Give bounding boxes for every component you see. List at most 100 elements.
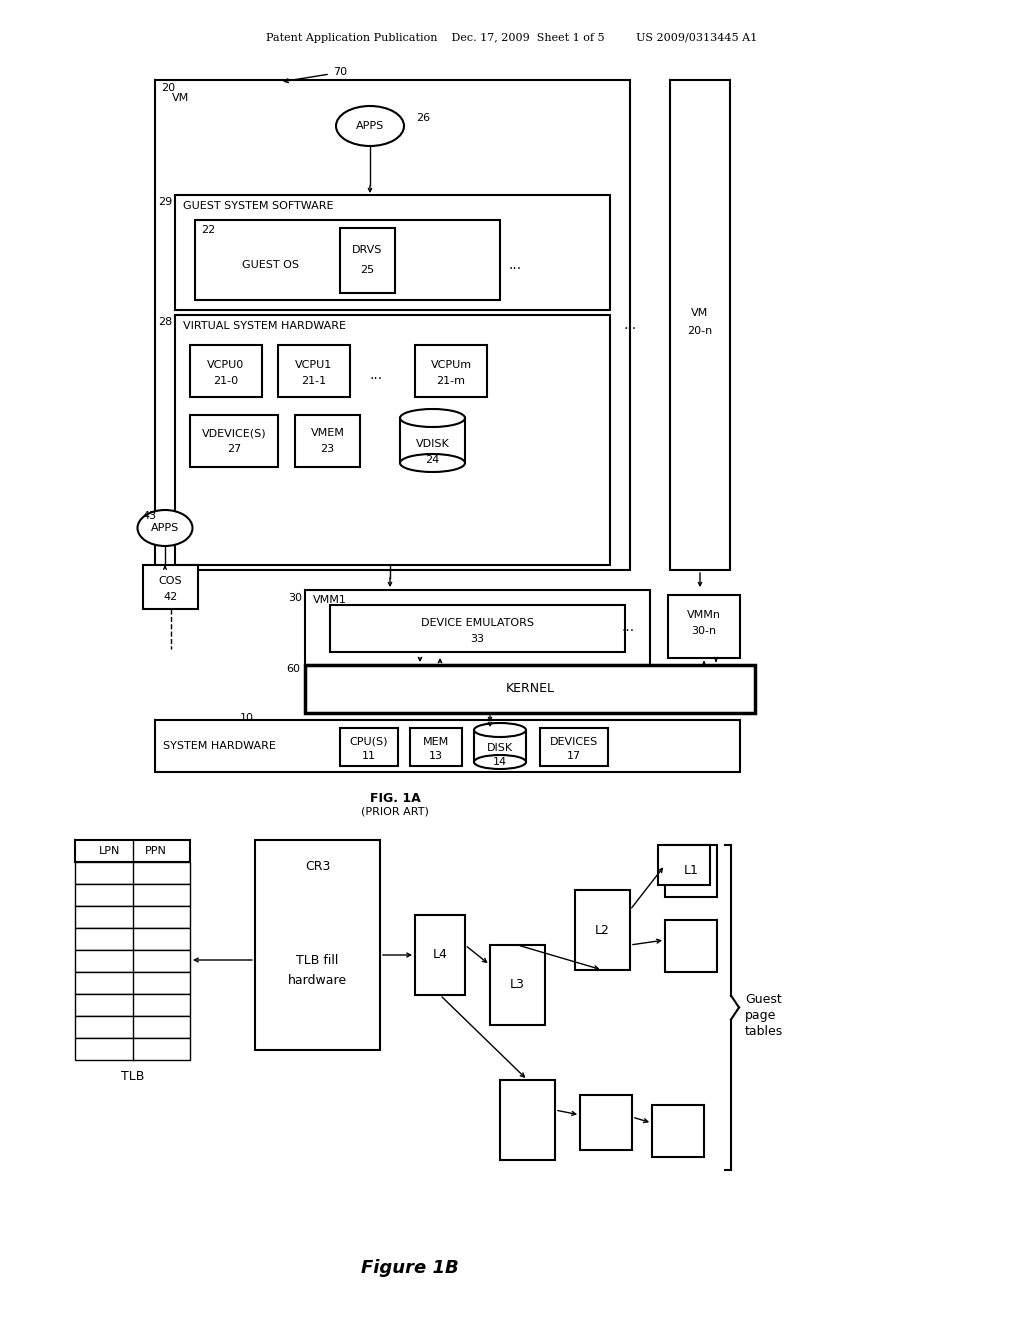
Text: 10: 10 (240, 713, 254, 723)
Text: FIG. 1A: FIG. 1A (370, 792, 421, 804)
Bar (305, 590, 650, 665)
Bar (500, 1080, 555, 1160)
Text: 42: 42 (164, 591, 177, 602)
Text: 30-n: 30-n (691, 626, 717, 636)
Text: ...: ... (622, 620, 635, 634)
Text: VCPU0: VCPU0 (208, 360, 245, 370)
Text: 43: 43 (143, 511, 157, 521)
Bar (268, 847, 368, 886)
Text: 25: 25 (360, 265, 375, 275)
Text: Patent Application Publication    Dec. 17, 2009  Sheet 1 of 5         US 2009/03: Patent Application Publication Dec. 17, … (266, 33, 758, 44)
Bar (575, 890, 630, 970)
Text: 20-n: 20-n (687, 326, 713, 337)
Text: MEM: MEM (423, 737, 450, 747)
Bar (410, 729, 462, 766)
Text: VCPUm: VCPUm (430, 360, 472, 370)
Ellipse shape (400, 454, 465, 473)
Text: L4: L4 (432, 949, 447, 961)
Text: TLB: TLB (121, 1069, 144, 1082)
Bar (255, 840, 380, 1049)
Bar (175, 195, 610, 310)
Text: 60: 60 (286, 664, 300, 675)
Text: LPN: LPN (98, 846, 120, 855)
Ellipse shape (137, 510, 193, 546)
Text: VDISK: VDISK (416, 440, 450, 449)
Ellipse shape (336, 106, 404, 147)
Text: 21-m: 21-m (436, 376, 466, 385)
Bar (75, 862, 190, 884)
Text: 24: 24 (425, 455, 439, 465)
Text: L1: L1 (684, 865, 698, 878)
Bar (75, 1016, 190, 1038)
Bar (75, 1038, 190, 1060)
Text: 26: 26 (416, 114, 430, 123)
Text: 28: 28 (158, 317, 172, 327)
Text: CPU(S): CPU(S) (350, 737, 388, 747)
Bar (490, 945, 545, 1026)
Bar (295, 414, 360, 467)
Bar (175, 315, 610, 565)
Bar (305, 665, 755, 713)
Text: COS: COS (159, 576, 182, 586)
Text: VM: VM (691, 308, 709, 318)
Bar (400, 418, 465, 463)
Bar (75, 884, 190, 906)
Text: APPS: APPS (356, 121, 384, 131)
Text: ...: ... (370, 368, 383, 381)
Ellipse shape (474, 723, 526, 737)
Text: 33: 33 (470, 634, 484, 644)
Text: page: page (745, 1008, 776, 1022)
Text: VMEM: VMEM (310, 428, 344, 438)
Text: KERNEL: KERNEL (506, 682, 555, 696)
Text: GUEST OS: GUEST OS (242, 260, 299, 271)
Text: 13: 13 (429, 751, 443, 762)
Text: PPN: PPN (144, 846, 167, 855)
Bar (155, 719, 740, 772)
Text: 22: 22 (201, 224, 215, 235)
Text: L2: L2 (595, 924, 610, 936)
Bar (652, 1105, 705, 1158)
Bar (540, 729, 608, 766)
Bar (415, 915, 465, 995)
Text: 21-1: 21-1 (301, 376, 327, 385)
Text: 23: 23 (321, 444, 335, 454)
Bar (75, 840, 190, 862)
Text: GUEST SYSTEM SOFTWARE: GUEST SYSTEM SOFTWARE (183, 201, 334, 211)
Bar (580, 1096, 632, 1150)
Text: TLB fill: TLB fill (296, 953, 339, 966)
Bar (195, 220, 500, 300)
Text: VM: VM (172, 92, 189, 103)
Text: Figure 1B: Figure 1B (361, 1259, 459, 1276)
Bar (75, 928, 190, 950)
Bar (75, 950, 190, 972)
Text: 20: 20 (161, 83, 175, 92)
Bar (340, 228, 395, 293)
Text: DEVICES: DEVICES (550, 737, 598, 747)
Text: VMMn: VMMn (687, 610, 721, 620)
Bar (143, 565, 198, 609)
Text: CR3: CR3 (305, 861, 331, 874)
Bar (75, 972, 190, 994)
Text: DEVICE EMULATORS: DEVICE EMULATORS (421, 618, 534, 628)
Text: VCPU1: VCPU1 (295, 360, 333, 370)
Text: VDEVICE(S): VDEVICE(S) (202, 428, 266, 438)
Text: 14: 14 (493, 756, 507, 767)
Text: VMM1: VMM1 (313, 595, 347, 605)
Bar (415, 345, 487, 397)
Text: 21-0: 21-0 (213, 376, 239, 385)
Bar (278, 345, 350, 397)
Bar (668, 595, 740, 657)
Text: SYSTEM HARDWARE: SYSTEM HARDWARE (163, 741, 275, 751)
Text: 11: 11 (362, 751, 376, 762)
Text: 70: 70 (333, 67, 347, 77)
Text: 30: 30 (288, 593, 302, 603)
Ellipse shape (400, 409, 465, 426)
Text: DRVS: DRVS (352, 246, 383, 255)
Text: 27: 27 (227, 444, 241, 454)
Text: hardware: hardware (288, 974, 347, 986)
Bar (155, 81, 630, 570)
Bar (190, 414, 278, 467)
Bar (658, 845, 710, 884)
Text: VIRTUAL SYSTEM HARDWARE: VIRTUAL SYSTEM HARDWARE (183, 321, 346, 331)
Text: L3: L3 (510, 978, 525, 991)
